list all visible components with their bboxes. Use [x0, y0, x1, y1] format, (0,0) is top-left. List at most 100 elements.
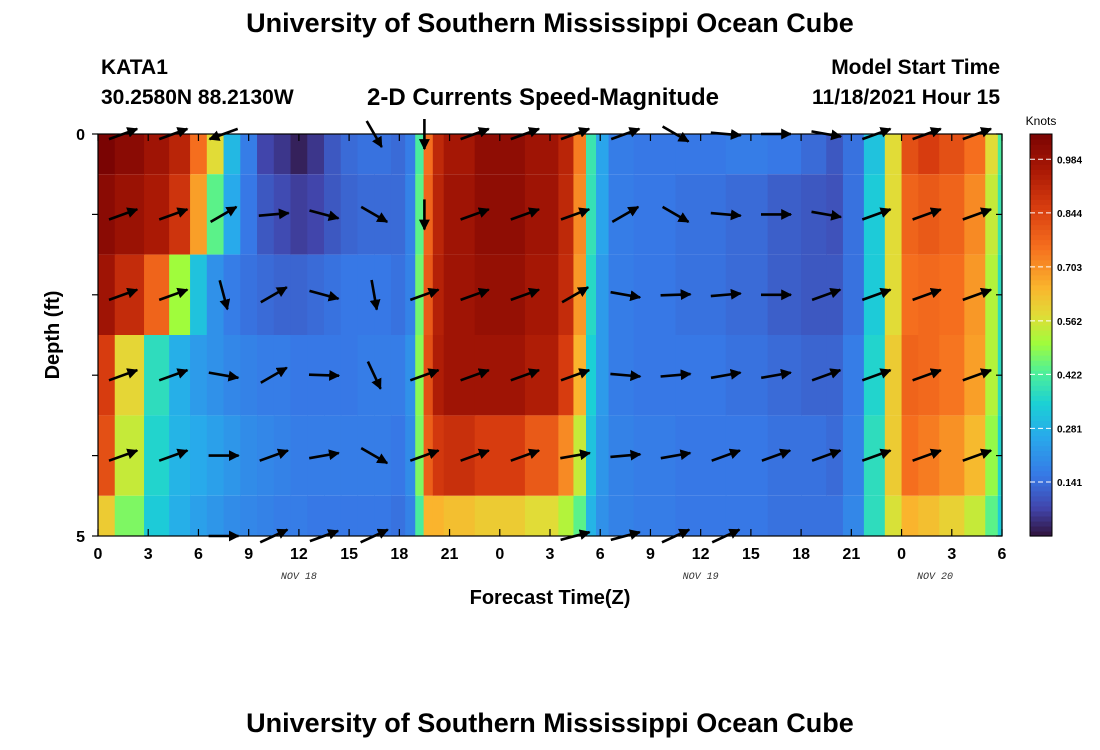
- colorbar-segment: [1030, 169, 1052, 175]
- colorbar-segment: [1030, 400, 1052, 406]
- current-vector-arrow: [912, 287, 942, 302]
- heatmap-cell: [725, 134, 769, 175]
- colorbar-segment: [1030, 495, 1052, 502]
- colorbar-segment: [1030, 340, 1052, 346]
- colorbar-segment: [1030, 224, 1052, 231]
- heatmap-cell: [474, 335, 526, 416]
- colorbar-segment: [1030, 485, 1052, 492]
- heatmap-cell: [340, 134, 359, 175]
- heatmap-cell: [901, 495, 919, 536]
- current-vector-arrow: [208, 370, 240, 382]
- heatmap-cell: [257, 335, 275, 416]
- heatmap-cell: [432, 495, 445, 536]
- heatmap-cell: [585, 415, 597, 496]
- colorbar-segment: [1030, 149, 1052, 155]
- current-vector-arrow: [660, 369, 692, 381]
- station-coordinates: 30.2580N 88.2130W: [101, 86, 294, 109]
- heatmap-cell: [357, 335, 375, 416]
- heatmap-cell: [415, 134, 425, 175]
- heatmap-cell: [240, 174, 258, 255]
- heatmap-cell: [340, 415, 359, 496]
- chart-subtitle: 2-D Currents Speed-Magnitude: [367, 84, 720, 111]
- heatmap-cell: [206, 495, 225, 536]
- current-vector-arrow: [309, 209, 340, 222]
- colorbar-segment: [1030, 259, 1052, 266]
- x-tick-label: 3: [947, 546, 956, 563]
- heatmap-cell: [98, 254, 116, 335]
- heatmap-cell: [290, 174, 308, 255]
- heatmap-cell: [290, 254, 308, 335]
- colorbar-segment: [1030, 234, 1052, 241]
- heatmap-cell: [585, 495, 597, 536]
- current-vector-arrow: [761, 448, 792, 462]
- heatmap-cell: [901, 254, 919, 335]
- heatmap-cell: [357, 415, 375, 496]
- heatmap-cell: [524, 495, 559, 536]
- colorbar-segment: [1030, 209, 1052, 216]
- current-vector-arrow: [912, 368, 942, 382]
- heatmap-cell: [257, 495, 275, 536]
- heatmap-cell: [223, 134, 241, 175]
- heatmap-cell: [558, 174, 575, 255]
- heatmap-cell: [114, 134, 145, 175]
- heatmap-cell: [340, 254, 359, 335]
- colorbar-segment: [1030, 360, 1052, 366]
- heatmap-cell: [826, 495, 844, 536]
- heatmap-cell: [98, 495, 116, 536]
- colorbar-segment: [1030, 450, 1052, 457]
- heatmap-cell: [608, 495, 635, 536]
- colorbar-frame: [1029, 133, 1053, 537]
- heatmap-cell: [144, 335, 170, 416]
- heatmap-cell: [273, 495, 292, 536]
- heatmap-cell: [324, 134, 342, 175]
- heatmap-cell: [767, 495, 802, 536]
- current-vector-arrow: [561, 286, 590, 304]
- colorbar-segment: [1030, 420, 1052, 427]
- current-vector-arrow: [811, 287, 842, 302]
- current-vector-arrow: [158, 207, 189, 221]
- heatmap-cell: [918, 134, 940, 175]
- current-vector-arrow: [460, 368, 490, 382]
- current-vector-arrow: [861, 368, 892, 382]
- current-vector-arrow: [309, 289, 340, 302]
- current-vector-arrow: [912, 207, 942, 221]
- heatmap-cell: [357, 495, 375, 536]
- heatmap-cell: [596, 134, 610, 175]
- heatmap-cell: [290, 335, 308, 416]
- heatmap-cell: [390, 174, 406, 255]
- colorbar-segment: [1030, 244, 1052, 251]
- colorbar-segment: [1030, 214, 1052, 221]
- heatmap-cell: [596, 174, 610, 255]
- heatmap-cell: [374, 495, 392, 536]
- colorbar-segment: [1030, 229, 1052, 236]
- heatmap-cell: [340, 174, 359, 255]
- heatmap-cell: [443, 134, 476, 175]
- heatmap-cell: [98, 415, 116, 496]
- x-tick-label: 9: [646, 546, 655, 563]
- heatmap-cell: [558, 415, 575, 496]
- heatmap-cell: [114, 415, 145, 496]
- heatmap-cell: [884, 335, 903, 416]
- heatmap-cell: [939, 174, 965, 255]
- current-vector-arrow: [510, 287, 541, 302]
- heatmap-cell: [842, 415, 865, 496]
- heatmap-cell: [573, 495, 587, 536]
- x-axis: 0 3 6 9 12 15 18 21 0 3 6 9 12 15 18 21 0 3 6 NOV 18 NOV 19 N…: [94, 134, 1007, 583]
- colorbar-segment: [1030, 269, 1052, 276]
- colorbar-segment: [1030, 440, 1052, 447]
- colorbar-segment: [1030, 299, 1052, 306]
- heatmap-cell: [939, 254, 965, 335]
- heatmap-cell: [98, 134, 116, 175]
- heatmap-cell: [415, 415, 425, 496]
- heatmap-cell: [190, 415, 208, 496]
- heatmap-cell: [423, 134, 434, 175]
- heatmap-cell: [423, 174, 434, 255]
- x-tick-label: 15: [742, 546, 760, 563]
- heatmap-cell: [415, 174, 425, 255]
- x-tick-label: 12: [692, 546, 710, 563]
- current-vector-arrow: [811, 448, 842, 462]
- heatmap-cell: [939, 335, 965, 416]
- heatmap-cell: [374, 254, 392, 335]
- x-tick-label: 6: [596, 546, 605, 563]
- colorbar-segment: [1030, 505, 1052, 512]
